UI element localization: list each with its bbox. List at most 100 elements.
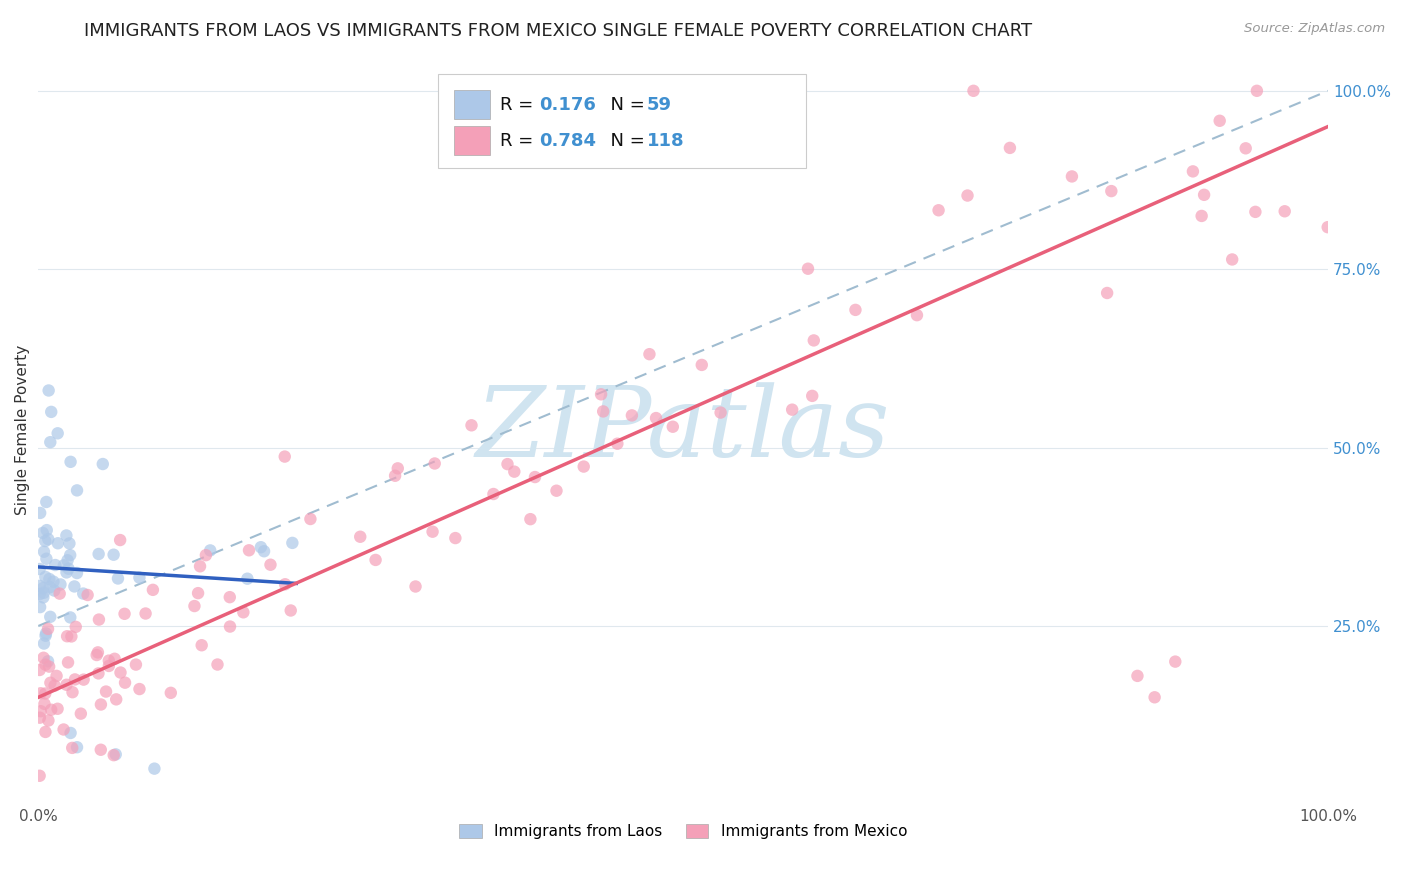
Point (1208, 113, 1230, 128)
Point (35, 523, 58, 537)
Point (39, 405, 62, 419)
Point (44, 583, 66, 598)
Point (364, 553, 387, 567)
Point (28, 579, 51, 593)
Point (72, 586, 94, 600)
Point (592, 404, 614, 418)
Point (34, 629, 56, 643)
Point (143, 762, 166, 776)
Point (34, 725, 56, 739)
Point (87, 547, 110, 561)
Point (55, 528, 77, 542)
Point (803, 334, 825, 348)
Point (46, 426, 69, 441)
Point (28, 769, 51, 783)
Point (72, 673, 94, 687)
Point (128, 681, 150, 696)
Point (59, 455, 82, 469)
Point (39, 610, 62, 624)
Point (384, 468, 406, 483)
Point (280, 603, 302, 617)
Point (38, 659, 60, 673)
Point (32, 591, 55, 605)
Point (114, 675, 136, 690)
Point (135, 607, 157, 621)
Legend: Immigrants from Laos, Immigrants from Mexico: Immigrants from Laos, Immigrants from Me… (453, 818, 914, 846)
Point (87, 666, 110, 681)
Point (34, 534, 56, 549)
Point (1060, 169, 1083, 184)
Point (59, 610, 82, 624)
Point (52, 558, 75, 573)
Point (207, 657, 229, 672)
Point (638, 347, 661, 361)
Text: 0.784: 0.784 (538, 131, 596, 150)
Point (274, 450, 297, 464)
Text: N =: N = (599, 131, 651, 150)
Text: 59: 59 (647, 95, 672, 113)
Point (34, 686, 56, 700)
Point (114, 607, 136, 621)
Point (62, 685, 84, 699)
Point (190, 638, 212, 652)
Point (128, 571, 150, 585)
Point (56, 629, 79, 643)
Point (63, 579, 86, 593)
Point (34, 697, 56, 711)
Point (1164, 655, 1187, 669)
Point (662, 419, 685, 434)
Point (35, 626, 58, 640)
Point (65, 620, 87, 634)
Point (349, 530, 371, 544)
Point (238, 543, 260, 558)
Point (962, 84, 984, 98)
Text: IMMIGRANTS FROM LAOS VS IMMIGRANTS FROM MEXICO SINGLE FEMALE POVERTY CORRELATION: IMMIGRANTS FROM LAOS VS IMMIGRANTS FROM … (84, 22, 1032, 40)
Point (30, 506, 52, 520)
Point (1095, 285, 1118, 300)
Text: N =: N = (599, 95, 651, 113)
Point (998, 141, 1021, 155)
Point (1234, 141, 1257, 155)
Point (39, 435, 62, 450)
Point (496, 457, 519, 471)
FancyBboxPatch shape (454, 90, 489, 119)
Point (59, 548, 82, 562)
Point (86, 648, 108, 662)
Point (31, 525, 53, 540)
Point (591, 387, 613, 401)
Point (44, 679, 66, 693)
Point (1316, 220, 1339, 235)
Point (482, 487, 505, 501)
Point (503, 465, 526, 479)
Point (232, 605, 254, 619)
Point (1274, 204, 1296, 219)
Point (97, 659, 120, 673)
Point (45, 669, 67, 683)
Point (63, 673, 86, 687)
Point (218, 590, 240, 604)
Point (91, 457, 114, 471)
Point (38, 384, 60, 398)
Text: ZIPatlas: ZIPatlas (477, 382, 890, 477)
Point (200, 543, 222, 558)
Point (606, 436, 628, 450)
Point (108, 533, 131, 547)
Point (87, 613, 110, 627)
Point (66, 740, 89, 755)
Point (34, 657, 56, 672)
Point (620, 409, 643, 423)
Point (39, 675, 62, 690)
Point (87, 645, 110, 659)
Point (844, 302, 866, 317)
Point (405, 580, 427, 594)
Point (60, 630, 83, 644)
Point (801, 389, 824, 403)
Point (546, 483, 568, 498)
Point (188, 559, 211, 574)
Point (44, 558, 66, 572)
Point (1246, 84, 1268, 98)
Point (56, 553, 79, 567)
Text: 118: 118 (647, 131, 685, 150)
Point (28, 562, 51, 576)
Point (1099, 184, 1122, 198)
